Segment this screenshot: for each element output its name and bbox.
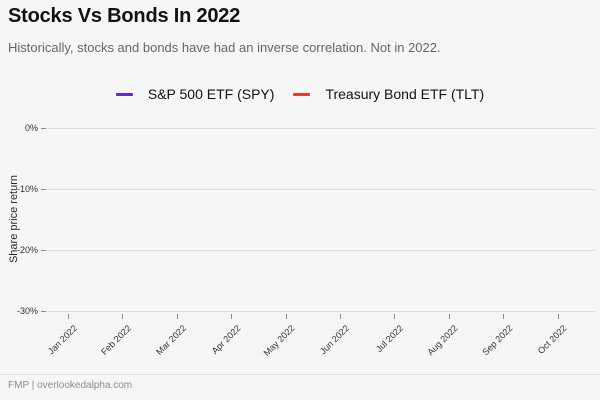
y-tick-mark [41,189,46,190]
x-tick-label: Jul 2022 [374,323,406,355]
gridline [46,189,595,190]
footer-divider [0,374,600,375]
x-tick-label: Feb 2022 [99,323,134,357]
x-tick-mark [122,314,124,319]
footer-credit: FMP | overlookedalpha.com [8,380,133,391]
legend-dash-icon [115,92,133,96]
x-tick-mark [557,314,559,319]
y-tick-label: -20% [16,245,38,255]
x-tick-mark [68,314,69,319]
x-tick-mark [503,314,505,319]
gridline [46,250,595,251]
y-axis-title: Share price return [8,174,20,264]
gridline [46,128,595,129]
x-tick-mark [394,314,396,319]
legend-dash-icon [293,92,311,96]
y-tick-mark [41,128,46,129]
x-tick-label: Mar 2022 [153,323,188,357]
y-tick-mark [41,311,46,312]
x-tick-label: May 2022 [261,323,297,359]
legend-series-label: Treasury Bond ETF (TLT) [325,86,485,102]
y-tick-mark [41,250,46,251]
x-tick-mark [340,314,341,319]
x-tick-mark [231,314,233,319]
x-tick-label: Sep 2022 [479,323,515,358]
x-tick-label: Jun 2022 [317,323,352,357]
x-tick-label: Oct 2022 [535,323,569,356]
x-tick-mark [285,314,287,319]
x-tick-mark [176,314,178,319]
legend-item: S&P 500 ETF (SPY) [115,86,275,102]
y-tick-label: -10% [16,184,38,194]
y-tick-label: 0% [24,123,38,133]
y-tick-label: -30% [16,306,38,316]
page-title: Stocks Vs Bonds In 2022 [8,5,241,27]
legend: S&P 500 ETF (SPY) Treasury Bond ETF (TLT) [0,85,600,103]
page-subtitle: Historically, stocks and bonds have had … [8,40,441,55]
x-tick-label: Aug 2022 [425,323,460,358]
x-tick-label: Apr 2022 [209,323,243,356]
legend-series-label: S&P 500 ETF (SPY) [147,86,275,102]
x-tick-mark [448,314,450,319]
gridline [46,311,595,312]
legend-item: Treasury Bond ETF (TLT) [293,86,484,102]
x-tick-label: Jan 2022 [45,323,80,357]
